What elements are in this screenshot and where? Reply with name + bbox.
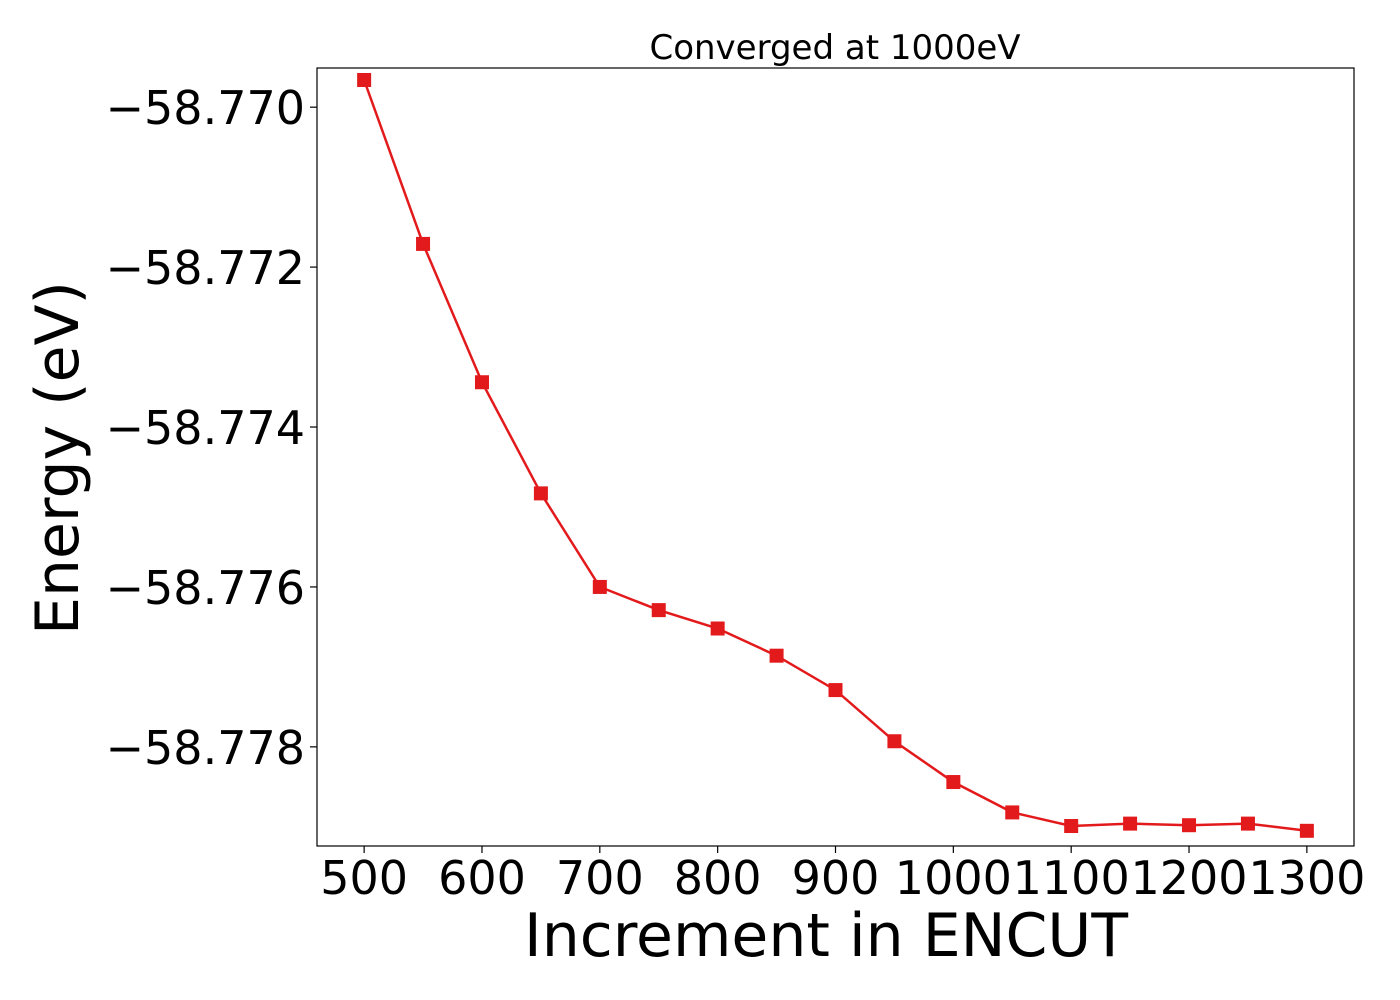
x-axis-label: Increment in ENCUT: [524, 901, 1128, 971]
plot-series: [357, 72, 1314, 838]
plot-frame: [316, 67, 1355, 847]
data-point-marker: [710, 621, 725, 636]
series-line: [362, 79, 1308, 833]
data-point-marker: [1182, 818, 1197, 833]
data-point-marker: [1005, 805, 1020, 820]
x-tick-label: 1300: [1248, 851, 1365, 905]
data-point-marker: [416, 236, 431, 251]
data-point-marker: [1240, 816, 1255, 831]
data-point-marker: [592, 579, 607, 594]
y-axis-label: Energy (eV): [23, 281, 93, 635]
chart-title: Converged at 1000eV: [649, 28, 1020, 68]
y-tick-label: −58.772: [106, 241, 306, 295]
x-tick-label: 800: [674, 851, 762, 905]
y-tick-label: −58.774: [106, 401, 306, 455]
y-tick-label: −58.776: [106, 561, 306, 615]
data-point-marker: [357, 72, 372, 87]
y-axis: −58.770 −58.772 −58.774 −58.776 −58.778: [106, 81, 317, 775]
data-point-marker: [1064, 819, 1079, 834]
x-tick-label: 700: [556, 851, 644, 905]
data-point-marker: [1123, 816, 1138, 831]
x-tick-label: 1100: [1013, 851, 1130, 905]
x-tick-label: 600: [438, 851, 526, 905]
x-tick-label: 1000: [895, 851, 1012, 905]
x-tick-label: 900: [792, 851, 880, 905]
x-tick-label: 500: [320, 851, 408, 905]
y-tick-label: −58.770: [106, 81, 306, 135]
data-point-marker: [828, 683, 843, 698]
data-point-marker: [651, 603, 666, 618]
data-point-marker: [533, 486, 548, 501]
y-tick-label: −58.778: [106, 721, 306, 775]
data-point-marker: [1299, 823, 1314, 838]
data-point-marker: [887, 734, 902, 749]
x-tick-label: 1200: [1130, 851, 1247, 905]
data-point-marker: [769, 648, 784, 663]
data-point-marker: [474, 375, 489, 390]
data-point-marker: [946, 775, 961, 790]
x-axis: 500 600 700 800 900 1000 1100 1200 1300: [320, 846, 1365, 905]
